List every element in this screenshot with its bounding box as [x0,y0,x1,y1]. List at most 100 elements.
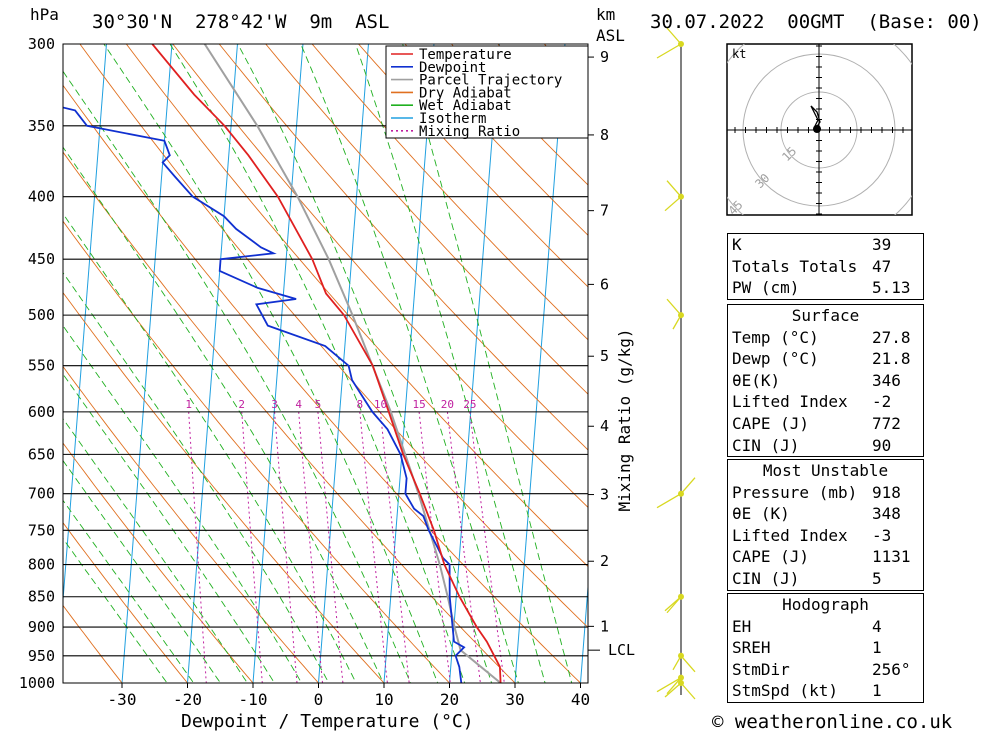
table-row: Dewp (°C) 21.8 [732,349,911,369]
pressure-tick-label: 400 [28,188,55,206]
km-tick-label: 5 [600,347,609,365]
wind-barb [680,682,696,700]
mixing-ratio-line [241,411,263,683]
plot-frame [62,43,589,684]
mixing-ratio-label: 25 [463,398,476,411]
km-tick-label: 8 [600,126,609,144]
sounding-profiles [63,44,502,683]
wind-barb [664,596,682,612]
km-tick-label: 1 [600,617,609,635]
km-tick-label: 4 [600,417,609,435]
pressure-tick-label: 1000 [19,674,55,692]
table-row: Temp (°C) 27.8 [732,327,911,347]
dry-adiabat-line [404,44,588,236]
wind-barb [666,677,682,695]
mixing-ratio-label: 5 [315,398,322,411]
pressure-tick-label: 750 [28,521,55,539]
mixing-ratio-line [188,411,207,683]
mixing-ratio-label: 2 [238,398,245,411]
mixing-ratio-label: 8 [357,398,364,411]
dry-adiabat-line [63,604,123,683]
pressure-tick-label: 700 [28,485,55,503]
wet-adiabat-line [63,146,384,683]
dewpoint-profile [63,106,466,683]
mixing-ratio-line [469,411,505,683]
legend-entry: Dry Adiabat [419,85,512,101]
table-row: Lifted Index -2 [732,392,892,412]
dry-adiabat-line [311,44,588,341]
hodograph-trace [810,105,821,131]
table-row: CAPE (J) 772 [732,413,901,433]
index-table: K 39 Totals Totals 47 PW (cm) 5.13 [727,233,924,300]
mixing-ratio-labels: 1 2 3 4 5 8 10 15 20 25 [185,398,476,411]
surface-table: Surface Temp (°C) 27.8 Dewp (°C) 21.8 θE(K… [727,304,924,458]
dry-adiabat-line [450,44,588,186]
pressure-tick-label: 800 [28,556,55,574]
wind-barb [680,477,696,495]
most-unstable-table: Most Unstable Pressure (mb) 918 θE (K) 348… [727,459,924,591]
copyright: © weatheronline.co.uk [712,711,953,733]
pressure-tick-label: 500 [28,306,55,324]
wind-barb [664,682,682,698]
x-tick-label: 40 [571,690,590,709]
pressure-tick-label: 450 [28,250,55,268]
wet-adiabat-line [63,537,168,683]
mixing-ratio-line [274,411,298,683]
mixing-ratio-axis-label: Mixing Ratio (g/kg) [615,328,634,511]
table-row: CIN (J) 90 [732,435,892,455]
table-row: Pressure (mb) 918 [732,482,901,502]
mixing-ratio-line [418,411,451,683]
pressure-tick-label: 650 [28,445,55,463]
mixing-ratio-line [446,411,481,683]
dry-adiabat-line [218,44,588,451]
pressure-tick-label: 600 [28,403,55,421]
wind-barb [680,655,696,673]
legend-entry: Dewpoint [419,60,486,76]
wind-barb [666,27,682,45]
mixing-ratio-line [380,411,410,683]
storm-motion-marker [813,125,821,133]
km-tick-label: 7 [600,202,609,220]
km-tick-label: 2 [600,552,609,570]
isotherm-line [121,44,173,683]
wind-barb [666,298,682,316]
x-tick-label: -20 [173,690,202,709]
table-row: EH 4 [732,616,882,636]
table-row: K 39 [732,235,892,254]
x-axis: -30 -20 -10 0 10 20 30 40 [108,683,590,709]
location-title: 30°30'N 278°42'W 9m ASL [92,11,389,33]
isotherm-line [252,44,304,683]
table-row: CAPE (J) 1131 [732,547,911,567]
hodograph-table: Hodograph EH 4 SREH 1 StmDir 256° StmSpd (k… [727,593,924,703]
table-row: θE(K) 346 [732,370,901,390]
datetime-title: 30.07.2022 00GMT (Base: 00) [650,11,982,33]
x-tick-label: 30 [505,690,524,709]
most-unstable-title: Most Unstable [762,461,889,480]
wind-barb [656,677,682,693]
dry-adiabat-line [172,44,588,508]
mixing-ratio-line [298,411,323,683]
wind-barb [664,196,682,212]
table-row: PW (cm) 5.13 [732,278,911,298]
mixing-ratio-line [317,411,344,683]
mixing-ratio-label: 3 [271,398,278,411]
pressure-tick-label: 950 [28,647,55,665]
legend-entry: Wet Adiabat [419,98,512,114]
mixing-ratio-label: 1 [185,398,192,411]
mixing-ratio-label: 4 [295,398,302,411]
x-axis-label: Dewpoint / Temperature (°C) [181,711,474,732]
x-tick-label: 0 [314,690,324,709]
mixing-ratio-label: 15 [412,398,425,411]
dry-adiabat-line [63,291,385,683]
mixing-ratio-line [359,411,388,683]
legend-entry: Parcel Trajectory [419,73,562,89]
lcl-label: LCL [608,641,635,659]
mixing-ratio-label: 20 [441,398,454,411]
km-label: km [596,5,615,24]
x-tick-label: 10 [374,690,393,709]
wind-profile [656,27,696,700]
isotherm-line [186,44,238,683]
